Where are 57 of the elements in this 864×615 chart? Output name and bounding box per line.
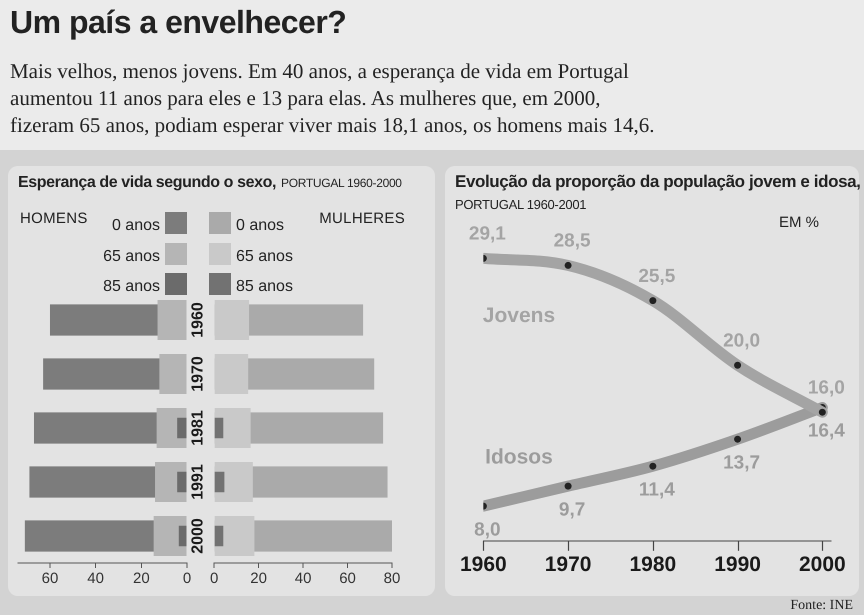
data-label: 29,1: [468, 224, 506, 245]
legend-label: 65 anos: [236, 246, 293, 266]
x-tick-label: 2000: [798, 553, 846, 576]
bar: [214, 418, 224, 438]
legend-label: 0 anos: [112, 216, 160, 235]
series-label: Jovens: [482, 304, 556, 328]
x-tick-label: 0: [182, 570, 192, 588]
data-label: 25,5: [638, 266, 676, 287]
legend-title: MULHERES: [319, 210, 405, 227]
data-label: 16,4: [808, 420, 846, 442]
y-tick-label: 1960: [189, 302, 206, 338]
bar: [214, 526, 224, 546]
legend-title: HOMENS: [20, 210, 88, 227]
x-tick-label: 40: [294, 570, 312, 588]
text: Um país a envelhecer?: [10, 4, 346, 41]
x-tick-label: 20: [132, 570, 150, 588]
legend-label: 85 anos: [236, 277, 293, 296]
x-tick-label: 60: [42, 570, 58, 588]
data-label: 16,0: [808, 377, 845, 398]
data-label: 28,5: [554, 230, 592, 252]
bar: [214, 472, 224, 492]
text: Esperança de vida segundo o sexo,: [18, 174, 276, 191]
x-tick-label: 1980: [629, 553, 676, 576]
source-note: Fonte: INE: [790, 598, 853, 614]
text: PORTUGAL 1960-2000: [281, 176, 402, 190]
legend-label: 85 anos: [103, 277, 160, 296]
x-tick-label: 1990: [714, 553, 761, 576]
legend-label: 0 anos: [236, 216, 284, 235]
y-tick-label: 1970: [189, 356, 206, 392]
bar: [178, 526, 186, 546]
x-tick-label: 1970: [544, 553, 592, 576]
data-label: 13,7: [723, 452, 760, 474]
bar: [158, 300, 186, 340]
series-label: Idosos: [485, 446, 553, 469]
data-label: 8,0: [474, 519, 501, 540]
x-tick-label: 20: [250, 570, 267, 588]
x-tick-label: 40: [87, 570, 104, 588]
y-axis-title: EM %: [778, 214, 819, 231]
bar: [159, 354, 186, 394]
data-label: 20,0: [723, 330, 760, 352]
legend-label: 65 anos: [103, 246, 160, 266]
y-tick-label: 1981: [189, 410, 206, 446]
y-tick-label: 2000: [189, 518, 206, 554]
x-tick-label: 60: [339, 570, 356, 588]
x-tick-label: 80: [384, 570, 400, 588]
data-label: 11,4: [638, 479, 676, 500]
chart-subtitle: PORTUGAL 1960-2001: [455, 197, 586, 212]
bar: [177, 472, 186, 492]
bar: [177, 418, 186, 438]
text: Mais velhos, menos jovens. Em 40 anos, a esperança de vida em Portugal aumentou 11 anos para eles e 13 para elas. As mulheres que, em 2000, fizeram 65 anos, podiam esperar viver mais 18,1 anos, os homens mais 14,6.: [10, 58, 656, 139]
chart-title: Evolução da proporção da população jovem e idosa,: [455, 172, 860, 191]
x-tick-label: 0: [210, 570, 218, 588]
y-tick-label: 1991: [189, 464, 206, 500]
bar: [214, 354, 248, 394]
bar: [214, 300, 250, 340]
x-tick-label: 1960: [460, 553, 507, 576]
data-label: 9,7: [558, 499, 586, 520]
